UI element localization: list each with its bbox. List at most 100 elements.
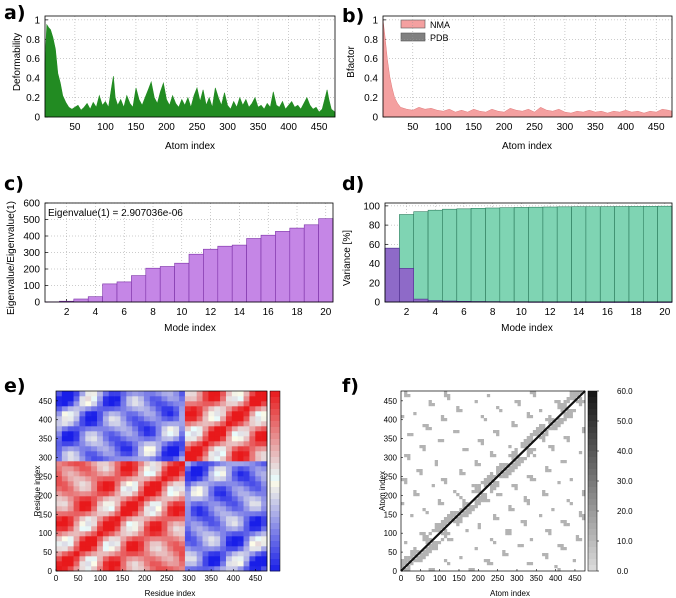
correlation-cell <box>91 551 98 557</box>
contact-cell <box>499 469 503 473</box>
contact-cell <box>425 424 429 428</box>
x-tick-label-c: 2 <box>64 307 70 318</box>
correlation-cell <box>214 556 221 562</box>
contact-cell <box>428 568 432 572</box>
correlation-cell <box>208 421 215 427</box>
correlation-cell <box>120 406 127 412</box>
contact-cell <box>548 418 552 422</box>
correlation-cell <box>132 526 139 532</box>
correlation-cell <box>126 551 133 557</box>
correlation-cell <box>179 516 186 522</box>
correlation-cell <box>102 481 110 487</box>
correlation-cell <box>220 516 227 522</box>
correlation-cell <box>97 431 104 437</box>
correlation-cell <box>167 481 174 487</box>
correlation-cell <box>167 426 174 432</box>
correlation-cell <box>220 536 227 542</box>
contact-cell <box>474 505 478 509</box>
correlation-cell <box>208 521 215 527</box>
contact-cell <box>517 403 521 407</box>
correlation-cell <box>97 531 104 537</box>
correlation-cell <box>208 531 215 537</box>
correlation-cell <box>114 516 121 522</box>
correlation-cell <box>138 416 145 422</box>
correlation-cell <box>108 566 115 572</box>
contact-cell <box>486 475 491 479</box>
correlation-cell <box>261 411 268 417</box>
contact-cell <box>440 523 445 527</box>
contact-cell <box>578 451 583 455</box>
correlation-cell <box>255 566 262 572</box>
contact-cell <box>505 529 509 533</box>
correlation-cell <box>155 516 162 522</box>
correlation-cell <box>85 461 92 467</box>
correlation-cell <box>220 526 227 532</box>
correlation-cell <box>97 556 104 562</box>
correlation-cell <box>102 461 110 467</box>
colorbar-cell-e <box>270 535 280 542</box>
contact-cell <box>425 541 429 545</box>
cumulative-variance-bar <box>499 207 515 303</box>
x-tick-label-d: 20 <box>659 307 671 318</box>
eigenvalue-bar <box>116 281 132 303</box>
correlation-cell <box>108 431 115 437</box>
correlation-cell <box>138 401 145 407</box>
correlation-cell <box>85 406 92 412</box>
correlation-cell <box>167 406 174 412</box>
eigenvalue-annotation: Eigenvalue(1) = 2.907036e-06 <box>48 208 183 219</box>
colorbar-cell-f <box>588 433 597 440</box>
contact-cell <box>477 523 481 527</box>
contact-cell <box>425 511 429 515</box>
correlation-cell <box>202 451 209 457</box>
contact-cell <box>520 544 524 548</box>
correlation-cell <box>243 441 250 447</box>
correlation-cell <box>67 456 74 462</box>
contact-cell <box>523 442 527 446</box>
correlation-cell <box>243 566 250 572</box>
contact-cell <box>499 475 503 479</box>
correlation-cell <box>138 556 145 562</box>
correlation-cell <box>155 561 162 567</box>
correlation-cell <box>231 496 238 502</box>
correlation-cell <box>243 456 250 462</box>
correlation-cell <box>225 396 233 402</box>
correlation-cell <box>167 446 174 452</box>
correlation-cell <box>120 566 127 572</box>
contact-cell <box>566 400 570 404</box>
correlation-cell <box>220 466 227 472</box>
correlation-cell <box>85 466 92 472</box>
correlation-cell <box>255 446 262 452</box>
correlation-cell <box>220 406 227 412</box>
correlation-cell <box>102 451 110 457</box>
contact-cell <box>572 397 576 401</box>
contact-cell <box>557 544 561 548</box>
correlation-cell <box>73 471 80 477</box>
correlation-cell <box>149 526 156 532</box>
correlation-cell <box>56 476 63 482</box>
correlation-cell <box>132 501 139 507</box>
correlation-cell <box>173 446 180 452</box>
ylabel-a: Deformability <box>12 33 23 91</box>
correlation-cell <box>255 511 262 517</box>
contact-cell <box>486 499 491 503</box>
correlation-cell <box>214 516 221 522</box>
correlation-cell <box>143 401 151 407</box>
correlation-cell <box>155 486 162 492</box>
correlation-cell <box>61 541 69 547</box>
correlation-cell <box>79 431 86 437</box>
correlation-cell <box>202 551 209 557</box>
correlation-cell <box>108 526 115 532</box>
correlation-cell <box>120 486 127 492</box>
correlation-cell <box>61 401 69 407</box>
correlation-cell <box>73 496 80 502</box>
correlation-cell <box>114 506 121 512</box>
contact-cell <box>569 502 573 506</box>
correlation-cell <box>138 536 145 542</box>
correlation-cell <box>161 496 168 502</box>
correlation-cell <box>202 566 209 572</box>
correlation-cell <box>126 561 133 567</box>
correlation-cell <box>237 456 244 462</box>
correlation-cell <box>190 416 197 422</box>
